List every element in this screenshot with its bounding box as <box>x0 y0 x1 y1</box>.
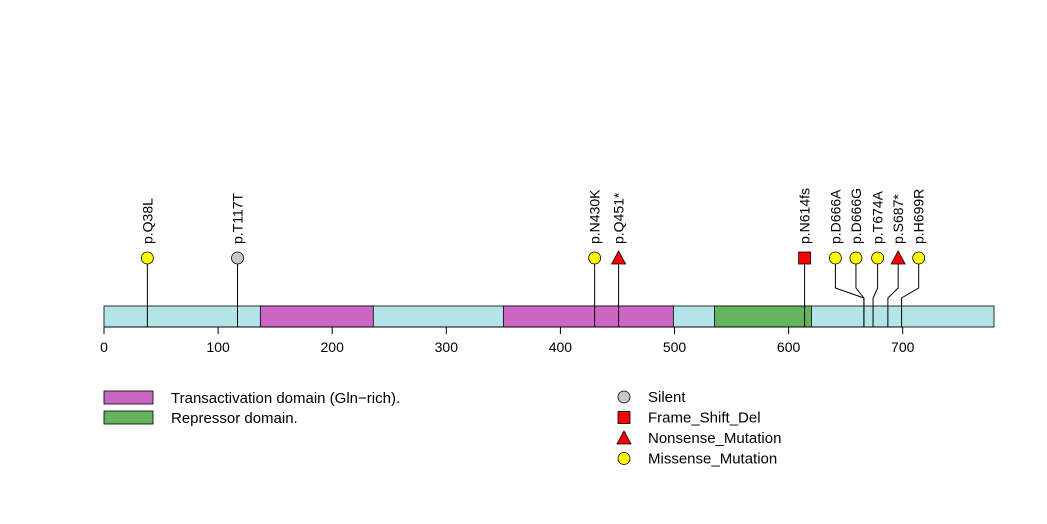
mutation-p-q38l: p.Q38L <box>139 198 155 327</box>
mutation-p-n430k: p.N430K <box>587 189 603 327</box>
mutation-label: p.N430K <box>587 189 603 244</box>
legend-swatch-transactivation <box>103 390 154 405</box>
mutation-label: p.N614fs <box>797 188 813 244</box>
x-tick-label-600: 600 <box>777 339 801 355</box>
legend-label-frame-shift-del: Frame_Shift_Del <box>648 410 761 427</box>
mutation-p-q451-: p.Q451* <box>611 192 627 327</box>
x-tick-label-400: 400 <box>549 339 573 355</box>
repressor-domain-2 <box>714 305 812 328</box>
mutation-p-d666g: p.D666G <box>848 188 865 327</box>
x-tick-label-700: 700 <box>891 339 915 355</box>
mutation-stem <box>887 258 899 327</box>
x-tick-label-300: 300 <box>435 339 459 355</box>
mutation-marker <box>871 251 885 265</box>
x-tick-label-100: 100 <box>206 339 230 355</box>
mutation-p-t674a: p.T674A <box>870 190 886 327</box>
mutation-marker <box>798 251 811 265</box>
mutation-marker <box>828 251 842 265</box>
legend-label-missense-mutation: Missense_Mutation <box>648 451 777 468</box>
mutation-stem <box>872 258 879 327</box>
mutation-marker <box>890 250 906 265</box>
mutation-stem <box>901 258 920 327</box>
legend-label-repressor: Repressor domain. <box>171 410 298 427</box>
mutation-label: p.T674A <box>870 190 886 244</box>
x-tick-label-0: 0 <box>100 339 108 355</box>
legend-marker-frame-shift-del <box>617 411 631 424</box>
legend-swatch-repressor <box>103 410 154 425</box>
mutation-marker <box>610 250 627 265</box>
transactivation-domain-1 <box>502 305 674 328</box>
mutation-label: p.D666G <box>848 188 864 244</box>
mutation-p-n614fs: p.N614fs <box>797 188 813 327</box>
mutation-marker <box>849 251 863 265</box>
mutation-p-d666a: p.D666A <box>827 189 865 327</box>
mutation-marker <box>588 251 602 265</box>
mutation-label: p.Q451* <box>611 192 627 244</box>
legend-label-transactivation: Transactivation domain (Gln−rich). <box>171 390 400 407</box>
legend: Transactivation domain (Gln−rich). Repres… <box>103 389 781 468</box>
legend-marker-nonsense-mutation <box>616 430 632 445</box>
mutation-label: p.Q38L <box>139 198 155 244</box>
x-tick-label-500: 500 <box>663 339 687 355</box>
mutation-label: p.S687* <box>890 194 906 244</box>
mutations-group: p.Q38L p.T117T p.N430K p.Q451* p.N614fs p.D66… <box>139 188 927 327</box>
x-axis: 0 100 200 300 400 500 600 700 <box>100 326 915 355</box>
mutation-p-t117t: p.T117T <box>230 192 246 327</box>
legend-label-nonsense-mutation: Nonsense_Mutation <box>648 430 781 447</box>
mutation-stem <box>855 258 865 327</box>
mutation-marker <box>912 251 926 265</box>
mutation-marker <box>140 251 154 265</box>
mutation-label: p.D666A <box>827 189 843 244</box>
mutation-label: p.H699R <box>911 189 927 244</box>
legend-marker-silent <box>617 390 631 404</box>
mutation-label: p.T117T <box>230 192 246 244</box>
transactivation-domain-0 <box>259 305 374 328</box>
mutation-marker <box>231 251 244 265</box>
x-tick-label-200: 200 <box>321 339 345 355</box>
legend-marker-missense-mutation <box>617 452 631 465</box>
mutation-p-s687-: p.S687* <box>887 194 906 327</box>
protein-backbone-group <box>103 305 995 328</box>
legend-label-silent: Silent <box>648 389 686 406</box>
mutation-p-h699r: p.H699R <box>901 189 927 327</box>
